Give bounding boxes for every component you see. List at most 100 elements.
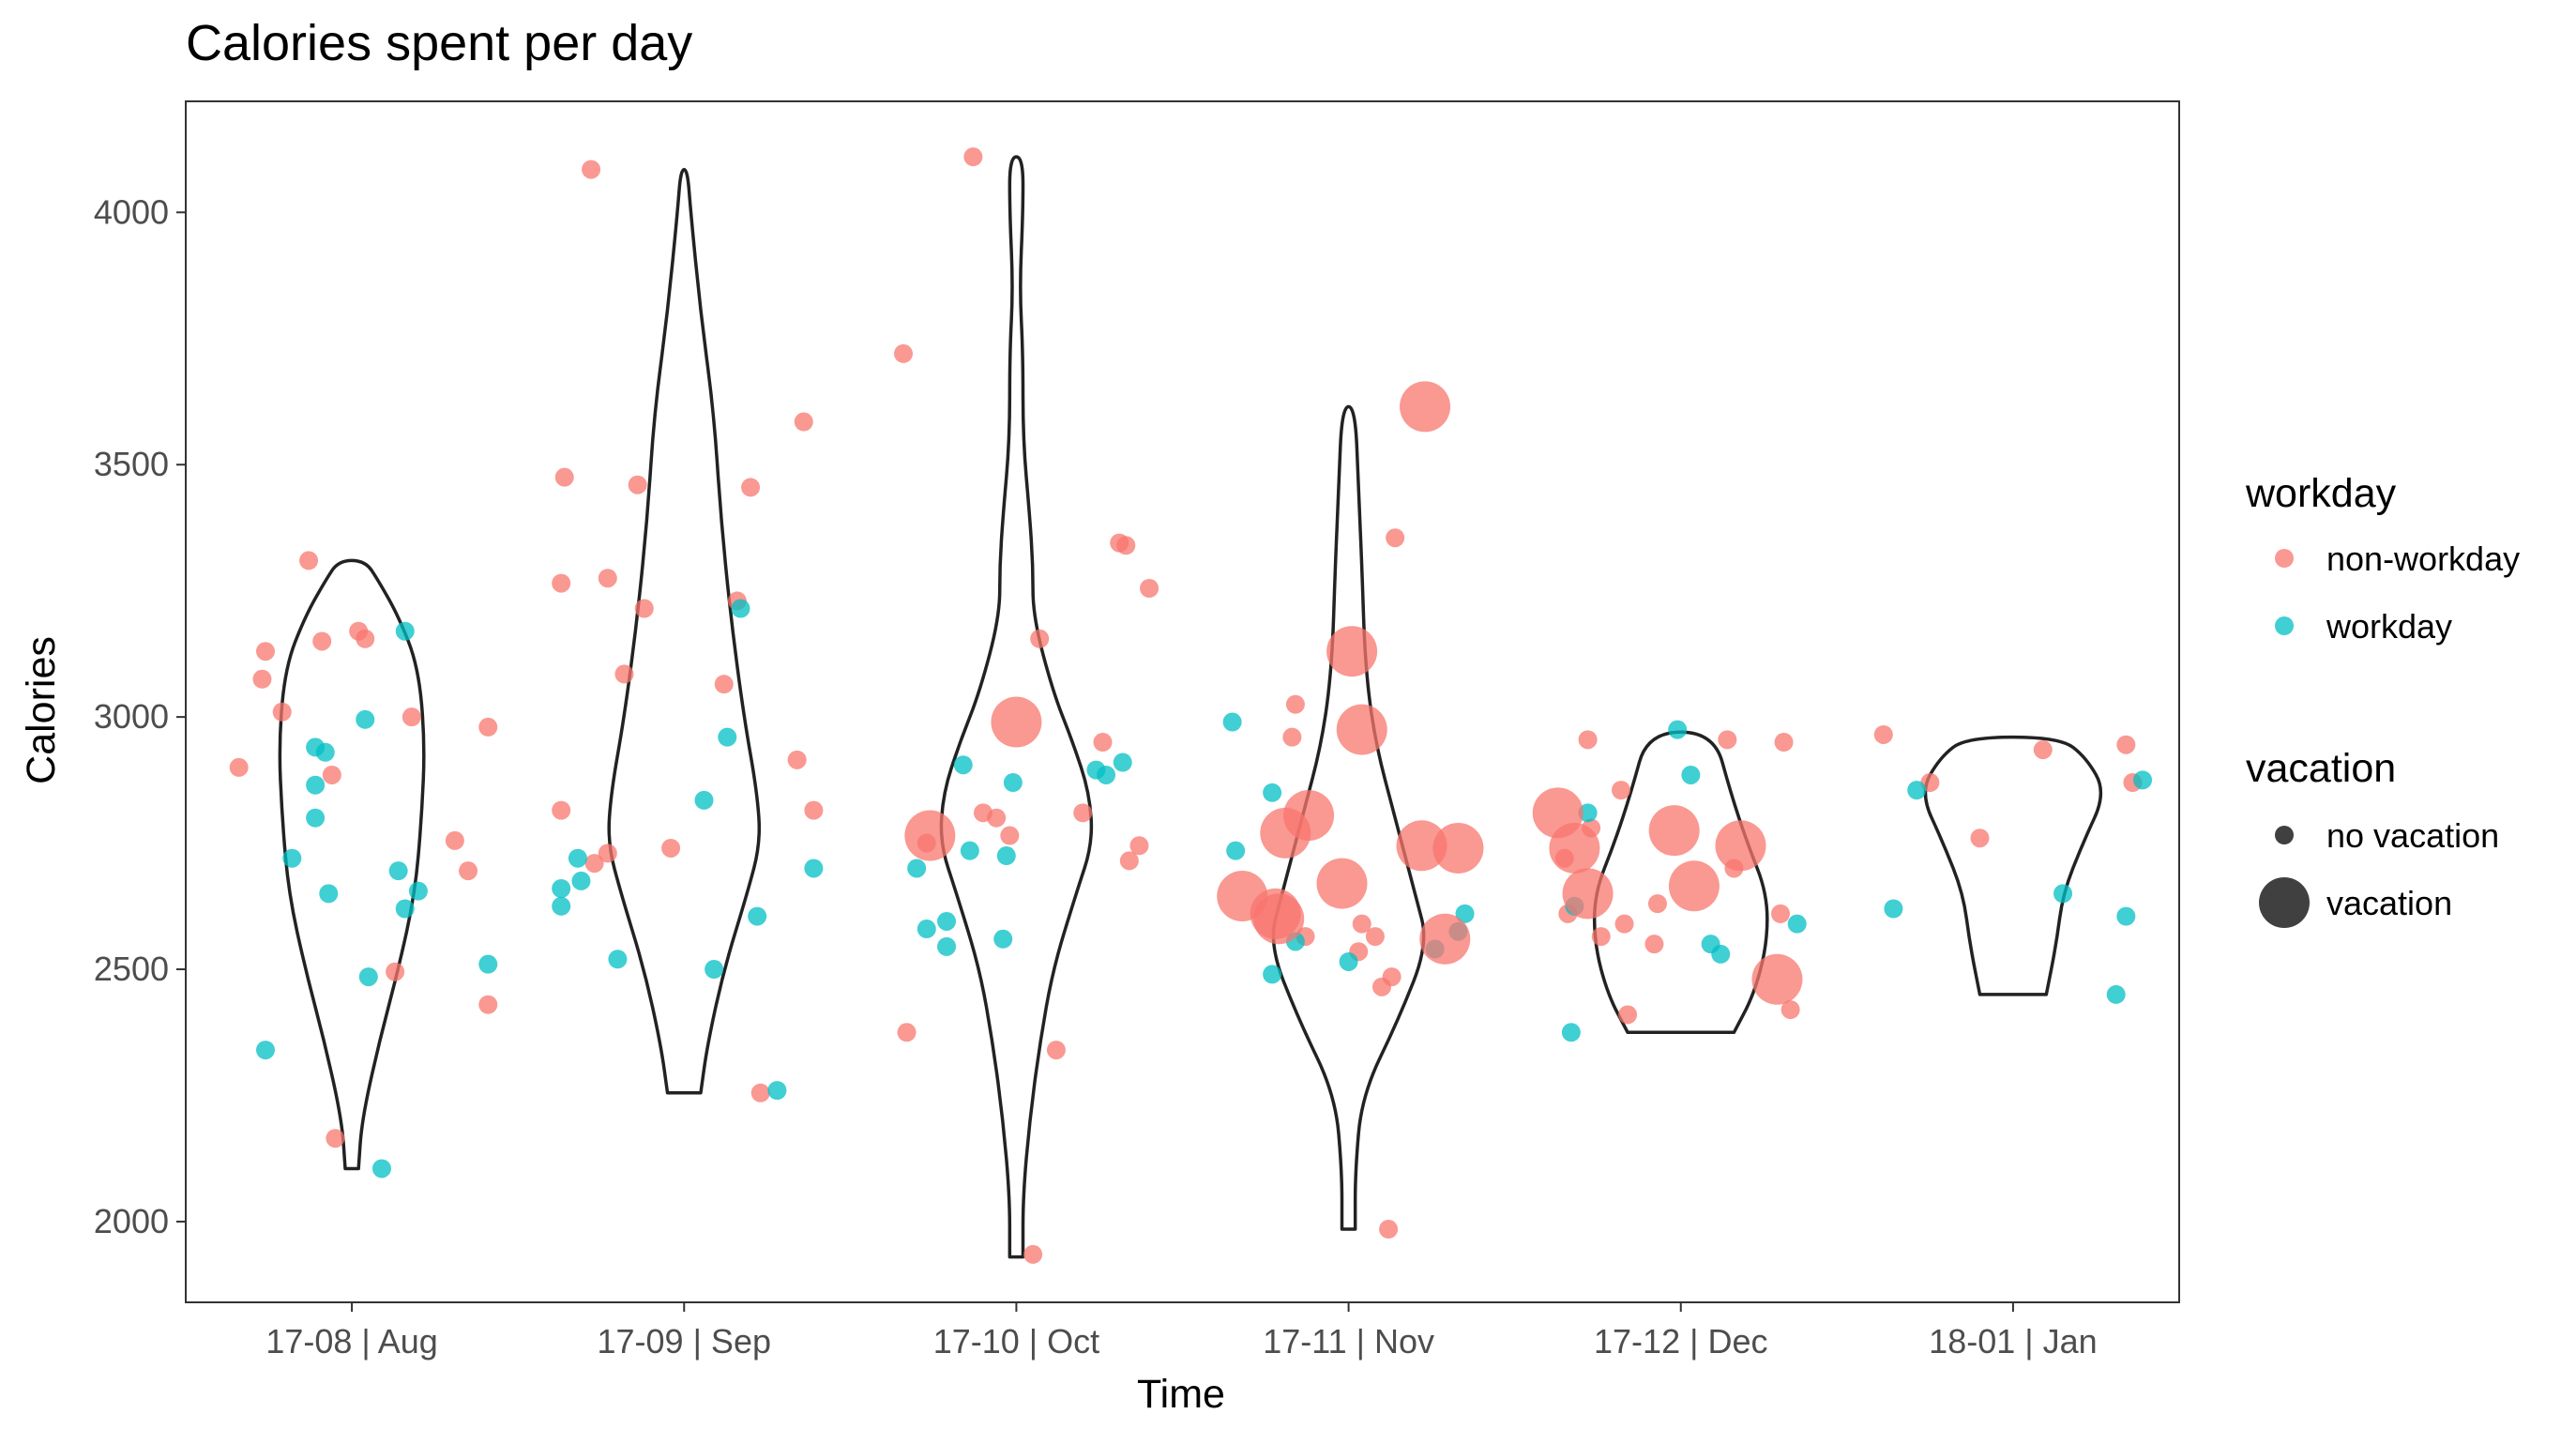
point-workday <box>937 911 957 931</box>
point-non-workday <box>1578 730 1598 750</box>
point-non-workday <box>1647 894 1667 914</box>
point-workday <box>478 954 498 974</box>
point-non-workday <box>356 629 375 648</box>
legend-label-vacation: vacation <box>2326 884 2452 922</box>
point-non-workday <box>1093 733 1113 753</box>
point-workday <box>356 709 375 729</box>
point-workday <box>705 960 724 980</box>
panel-background <box>186 101 2179 1302</box>
vacation-point <box>1396 820 1447 872</box>
point-non-workday <box>963 147 983 167</box>
point-non-workday <box>229 757 249 777</box>
violin-6 <box>1923 735 2103 996</box>
point-workday <box>1907 781 1927 800</box>
vacation-point <box>1253 893 1305 945</box>
point-non-workday <box>1285 694 1305 714</box>
point-non-workday <box>750 1083 770 1102</box>
panel-border <box>185 100 2180 1303</box>
point-non-workday <box>1873 724 1893 744</box>
point-workday <box>917 920 936 939</box>
legend-key-non-workday <box>2275 549 2294 568</box>
legend-key-no-vacation <box>2275 826 2294 844</box>
point-non-workday <box>402 707 421 727</box>
legend-label-non-workday: non-workday <box>2326 540 2520 578</box>
y-tick-label: 2500 <box>94 950 169 988</box>
point-workday <box>993 929 1013 949</box>
point-non-workday <box>634 599 654 618</box>
point-non-workday <box>598 569 617 588</box>
vacation-point <box>1316 858 1368 909</box>
point-non-workday <box>584 854 604 874</box>
point-workday <box>306 808 326 828</box>
point-workday <box>1711 944 1731 964</box>
point-workday <box>552 896 571 916</box>
point-workday <box>2133 770 2153 790</box>
point-workday <box>571 871 591 890</box>
point-workday <box>1226 841 1246 860</box>
point-non-workday <box>445 830 464 850</box>
point-non-workday <box>804 800 824 820</box>
point-non-workday <box>714 675 734 694</box>
point-non-workday <box>661 838 681 858</box>
point-workday <box>1339 951 1358 971</box>
vacation-point <box>1562 868 1614 920</box>
point-non-workday <box>1140 578 1159 598</box>
point-non-workday <box>1119 851 1139 871</box>
point-workday <box>395 899 415 919</box>
point-non-workday <box>552 573 571 593</box>
point-non-workday <box>1046 1041 1066 1060</box>
y-tick-label: 2000 <box>94 1202 169 1240</box>
point-workday <box>315 742 335 762</box>
point-workday <box>960 841 979 860</box>
x-tick-label: 17-12 | Dec <box>1594 1322 1767 1361</box>
violin-2 <box>607 167 762 1095</box>
point-workday <box>767 1081 787 1101</box>
point-workday <box>1787 914 1807 934</box>
vacation-point <box>1648 805 1700 857</box>
point-workday <box>731 599 750 618</box>
vacation-point <box>1751 953 1803 1005</box>
point-workday <box>1561 1023 1581 1042</box>
point-non-workday <box>1774 733 1794 753</box>
point-non-workday <box>1718 730 1737 750</box>
point-workday <box>1455 904 1475 923</box>
point-workday <box>718 727 737 747</box>
point-workday <box>1222 712 1242 732</box>
point-workday <box>371 1159 391 1178</box>
point-workday <box>408 881 428 901</box>
point-non-workday <box>252 669 272 689</box>
point-workday <box>937 936 957 956</box>
vacation-point <box>1419 913 1471 965</box>
point-non-workday <box>598 844 617 863</box>
vacation-point <box>1336 704 1387 755</box>
point-non-workday <box>897 1023 917 1042</box>
point-workday <box>1263 783 1282 802</box>
point-workday <box>1681 765 1701 784</box>
point-workday <box>1263 965 1282 984</box>
vacation-point <box>1668 860 1720 912</box>
point-non-workday <box>894 343 913 363</box>
vacation-point <box>1400 381 1451 433</box>
point-workday <box>282 848 302 868</box>
point-workday <box>388 861 408 881</box>
point-workday <box>395 621 415 641</box>
chart-title: Calories spent per day <box>186 15 692 71</box>
point-non-workday <box>1352 914 1371 934</box>
point-non-workday <box>794 412 813 432</box>
point-workday <box>2116 906 2136 926</box>
point-workday <box>568 848 587 868</box>
legend: workday non-workday workday vacation no vaca… <box>2245 471 2520 928</box>
point-workday <box>1113 753 1132 772</box>
point-non-workday <box>1379 1220 1399 1239</box>
legend-title-vacation: vacation <box>2246 746 2396 791</box>
point-non-workday <box>554 467 574 487</box>
vacation-point <box>1326 626 1378 677</box>
point-non-workday <box>312 631 332 651</box>
legend-label-no-vacation: no vacation <box>2326 816 2499 855</box>
vacation-point <box>991 696 1042 748</box>
point-non-workday <box>299 551 319 570</box>
legend-key-vacation <box>2259 877 2310 928</box>
point-non-workday <box>1612 781 1630 800</box>
point-non-workday <box>2116 735 2136 754</box>
